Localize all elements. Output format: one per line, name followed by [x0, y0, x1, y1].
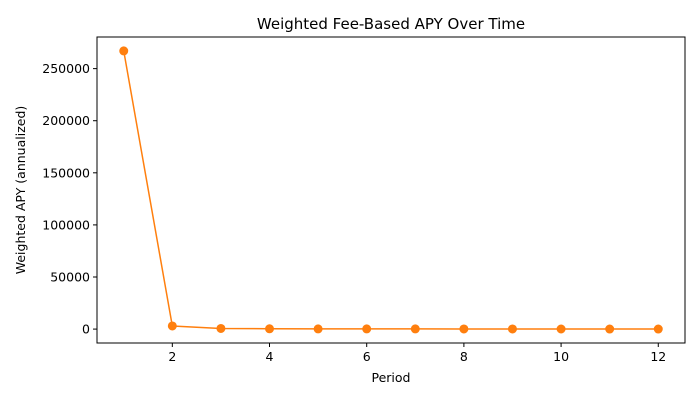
data-point: [605, 324, 615, 334]
data-point: [265, 324, 275, 334]
y-tick-label: 250000: [42, 61, 90, 76]
x-tick-label: 4: [266, 349, 274, 364]
data-point: [556, 324, 566, 334]
series-line: [122, 50, 659, 330]
plot-area: 2 4 6 8 10 12 0 50000 100000 150000 200000 250000: [42, 36, 686, 364]
data-point: [119, 46, 129, 56]
x-tick-label: 10: [553, 349, 569, 364]
data-point: [653, 324, 663, 334]
data-point: [362, 324, 372, 334]
x-tick-label: 12: [650, 349, 666, 364]
axes-frame: [96, 36, 686, 344]
data-point: [507, 324, 517, 334]
y-tick-label: 100000: [42, 217, 90, 232]
chart-title: Weighted Fee-Based APY Over Time: [257, 15, 525, 33]
y-tick-label: 150000: [42, 165, 90, 180]
y-tick-label: 0: [82, 322, 90, 337]
x-tick-label: 6: [363, 349, 371, 364]
x-tick-label: 2: [168, 349, 176, 364]
y-axis-label: Weighted APY (annualized): [13, 106, 28, 275]
data-point: [313, 324, 323, 334]
data-point: [216, 323, 226, 333]
x-tick-label: 8: [460, 349, 468, 364]
y-tick-label: 50000: [50, 269, 90, 284]
data-point: [167, 321, 177, 331]
data-point: [410, 324, 420, 334]
x-axis-label: Period: [372, 370, 411, 385]
data-point: [459, 324, 469, 334]
y-tick-label: 200000: [42, 113, 90, 128]
